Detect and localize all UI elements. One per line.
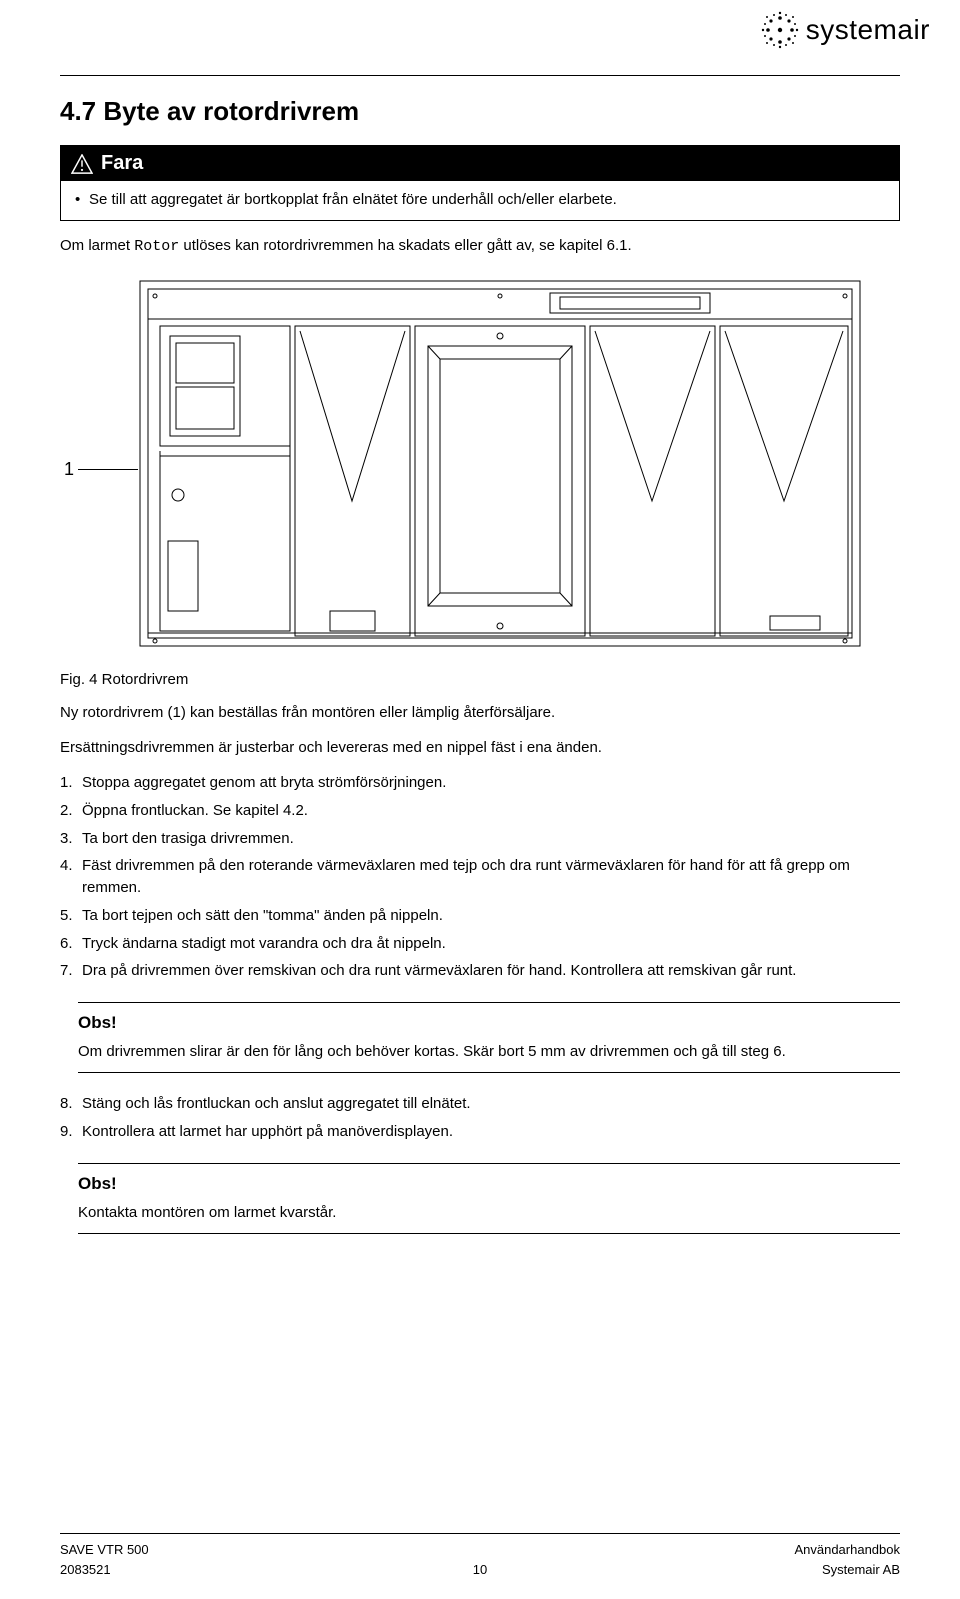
figure-callout: 1: [64, 459, 74, 480]
section-heading: 4.7 Byte av rotordrivrem: [60, 96, 900, 127]
steps-list-a: Stoppa aggregatet genom att bryta strömf…: [60, 772, 900, 982]
note-2: Obs! Kontakta montören om larmet kvarstå…: [78, 1163, 900, 1234]
steps-list-b: Stäng och lås frontluckan och anslut agg…: [60, 1093, 900, 1143]
warning-icon: [71, 154, 93, 174]
warning-header: Fara: [61, 146, 899, 181]
note-1-title: Obs!: [78, 1013, 900, 1033]
footer-right-bottom: Systemair AB: [822, 1560, 900, 1580]
step-6: Tryck ändarna stadigt mot varandra och d…: [60, 933, 900, 955]
footer-left-top: SAVE VTR 500: [60, 1540, 149, 1560]
systemair-logo-icon: [760, 10, 800, 50]
note-2-title: Obs!: [78, 1174, 900, 1194]
rotordrivrem-diagram: [130, 271, 870, 656]
step-2: Öppna frontluckan. Se kapitel 4.2.: [60, 800, 900, 822]
note-1-body: Om drivremmen slirar är den för lång och…: [78, 1041, 900, 1062]
step-1: Stoppa aggregatet genom att bryta strömf…: [60, 772, 900, 794]
brand-name: systemair: [806, 14, 930, 46]
step-9: Kontrollera att larmet har upphört på ma…: [60, 1121, 900, 1143]
step-7: Dra på drivremmen över remskivan och dra…: [60, 960, 900, 982]
page-footer: SAVE VTR 500 Användarhandbok 2083521 10 …: [60, 1533, 900, 1579]
figure-caption: Fig. 4 Rotordrivrem: [60, 671, 900, 688]
figure-callout-line: [78, 469, 138, 470]
step-5: Ta bort tejpen och sätt den "tomma" ände…: [60, 905, 900, 927]
footer-row-2: 2083521 10 Systemair AB: [60, 1560, 900, 1580]
intro-prefix: Om larmet: [60, 237, 134, 254]
step-4: Fäst drivremmen på den roterande värmevä…: [60, 855, 900, 899]
page-number: 10: [473, 1560, 487, 1580]
brand-logo: systemair: [760, 10, 930, 50]
footer-left-bottom: 2083521: [60, 1560, 111, 1580]
footer-divider: [60, 1533, 900, 1534]
warning-title: Fara: [101, 152, 143, 175]
footer-right-top: Användarhandbok: [794, 1540, 900, 1560]
warning-item: Se till att aggregatet är bortkopplat fr…: [75, 189, 885, 210]
step-8: Stäng och lås frontluckan och anslut agg…: [60, 1093, 900, 1115]
footer-row-1: SAVE VTR 500 Användarhandbok: [60, 1540, 900, 1560]
header-divider: [60, 75, 900, 76]
intro-suffix: utlöses kan rotordrivremmen ha skadats e…: [179, 237, 631, 254]
warning-box: Fara Se till att aggregatet är bortkoppl…: [60, 145, 900, 221]
step-3: Ta bort den trasiga drivremmen.: [60, 828, 900, 850]
intro-mono: Rotor: [134, 238, 179, 255]
note-1: Obs! Om drivremmen slirar är den för lån…: [78, 1002, 900, 1073]
note-2-body: Kontakta montören om larmet kvarstår.: [78, 1202, 900, 1223]
after-figure-1: Ny rotordrivrem (1) kan beställas från m…: [60, 702, 900, 723]
warning-body: Se till att aggregatet är bortkopplat fr…: [61, 181, 899, 220]
intro-text: Om larmet Rotor utlöses kan rotordrivrem…: [60, 235, 900, 257]
figure-area: 1: [60, 271, 900, 661]
after-figure-2: Ersättningsdrivremmen är justerbar och l…: [60, 737, 900, 758]
